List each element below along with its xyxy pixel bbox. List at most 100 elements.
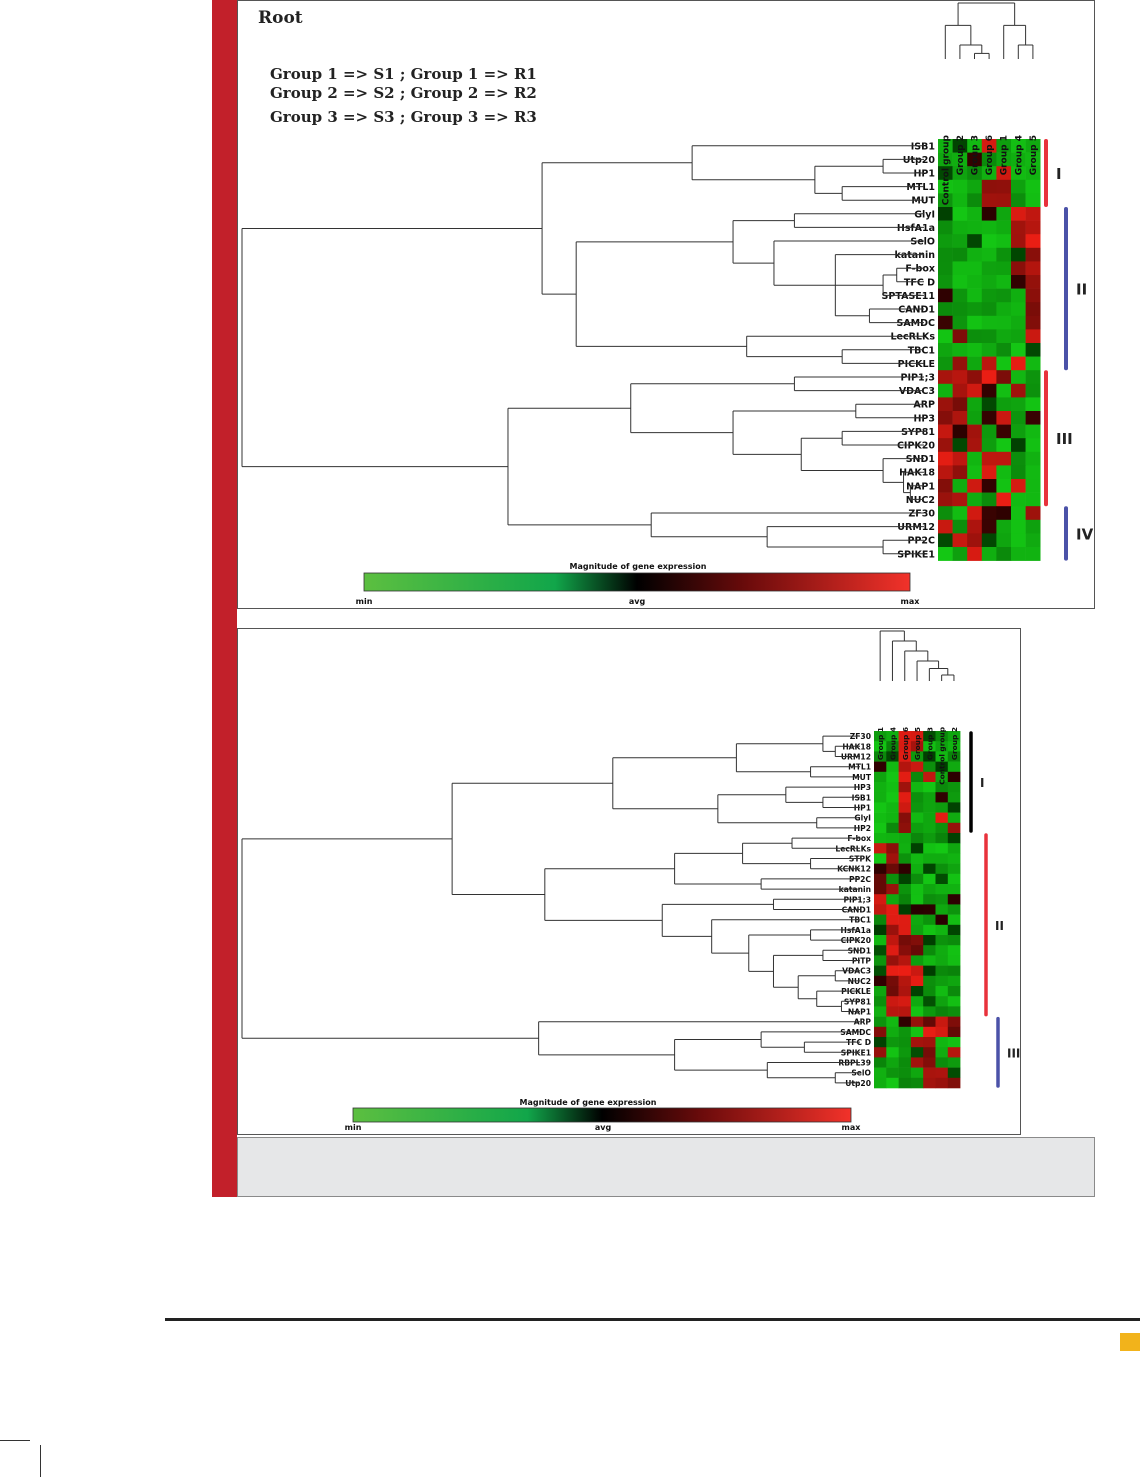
heatmap-cell xyxy=(910,873,924,885)
heatmap-cell xyxy=(886,843,899,854)
gene-label: NAP1 xyxy=(906,481,935,492)
heatmap-cell xyxy=(1011,370,1026,385)
gene-label: NUC2 xyxy=(848,977,871,986)
heatmap-cell xyxy=(886,751,899,762)
heatmap-cell xyxy=(874,873,887,885)
gene-label: NUC2 xyxy=(906,495,935,506)
heatmap-cell xyxy=(935,771,949,783)
heatmap-cell xyxy=(996,533,1012,548)
heatmap-cell xyxy=(952,411,968,425)
heatmap-cell xyxy=(1025,234,1041,249)
heatmap-cell xyxy=(947,802,961,813)
heatmap-cell xyxy=(923,761,936,773)
heatmap-cell xyxy=(967,519,983,534)
column-label: Group 4 xyxy=(888,727,897,760)
heatmap-cell xyxy=(874,833,887,844)
cluster-label: III xyxy=(1056,430,1073,448)
heatmap-cell xyxy=(967,247,983,262)
heatmap-cell xyxy=(898,884,912,895)
heatmap-cell xyxy=(923,1037,936,1048)
heatmap-cell xyxy=(935,894,949,905)
heatmap-cell xyxy=(874,843,887,854)
heatmap-cell xyxy=(1025,479,1041,493)
heatmap-cell xyxy=(898,965,912,977)
heatmap-cell xyxy=(947,771,961,783)
gene-label: GlyI xyxy=(914,209,935,220)
heatmap-cell xyxy=(874,782,887,793)
heatmap-cell xyxy=(996,152,1012,167)
heatmap-cell xyxy=(886,853,899,864)
heatmap-cell xyxy=(935,955,949,966)
heatmap-cell xyxy=(981,397,997,412)
gene-label: SND1 xyxy=(906,454,935,465)
heatmap-cell xyxy=(886,731,899,742)
page-tag-marker xyxy=(1120,1333,1140,1351)
heatmap-cell xyxy=(1011,179,1026,194)
heatmap-cell xyxy=(910,792,924,803)
heatmap-cell xyxy=(947,1077,961,1089)
gene-label: LecRLKs xyxy=(890,332,935,343)
heatmap-cell xyxy=(886,884,899,895)
heatmap-cell xyxy=(923,945,936,956)
heatmap-cell xyxy=(923,833,936,844)
heatmap-cell xyxy=(938,288,953,303)
heatmap-cell xyxy=(886,1057,899,1068)
heatmap-cell xyxy=(981,492,997,507)
heatmap-cell xyxy=(923,914,936,926)
heatmap-cell xyxy=(923,863,936,875)
heatmap-cell xyxy=(996,329,1012,344)
heatmap-cell xyxy=(938,166,953,181)
heatmap-cell xyxy=(996,207,1012,221)
heatmap-cell xyxy=(935,1057,949,1068)
heatmap-cell xyxy=(947,1016,961,1028)
heatmap-cell xyxy=(898,761,912,773)
heatmap-cell xyxy=(947,782,961,793)
heatmap-cell xyxy=(938,220,953,235)
heatmap-cell xyxy=(1011,247,1026,262)
heatmap-cell xyxy=(996,343,1012,357)
heatmap-cell xyxy=(923,894,936,905)
heatmap-cell xyxy=(952,220,968,235)
heatmap-cell xyxy=(947,863,961,875)
heatmap-cell xyxy=(923,1047,936,1058)
heatmap-cell xyxy=(952,519,968,534)
heatmap-cell xyxy=(996,519,1012,534)
column-label: Control group xyxy=(938,727,947,785)
heatmap-cell xyxy=(886,802,899,813)
heatmap-cell xyxy=(996,247,1012,262)
heatmap-cell xyxy=(1011,220,1026,235)
heatmap-cell xyxy=(874,1077,887,1089)
heatmap-cell xyxy=(952,152,968,167)
heatmap-cell xyxy=(874,1067,887,1079)
scale-avg-label: avg xyxy=(595,1123,612,1132)
gene-label: GlyI xyxy=(854,814,871,823)
heatmap-cell xyxy=(996,465,1012,480)
heatmap-cell xyxy=(981,383,997,398)
heatmap-cell xyxy=(938,247,953,262)
scale-min-label: min xyxy=(345,1123,362,1132)
heatmap-cell xyxy=(935,873,949,885)
heatmap-cell xyxy=(923,751,936,762)
heatmap-cell xyxy=(938,152,953,167)
heatmap-cell xyxy=(910,924,924,936)
gene-label: MTL1 xyxy=(906,182,935,193)
heatmap-cell xyxy=(874,802,887,813)
heatmap-cell xyxy=(938,329,953,344)
gene-label: ZF30 xyxy=(850,732,871,741)
heatmap-cell xyxy=(910,761,924,773)
cluster-label: III xyxy=(1007,1046,1020,1060)
heatmap-cell xyxy=(898,843,912,854)
heatmap-cell xyxy=(1025,370,1041,385)
heatmap-cell xyxy=(996,397,1012,412)
gene-label: HP2 xyxy=(854,824,871,833)
gene-label: SPIKE1 xyxy=(841,1048,871,1057)
heatmap-cell xyxy=(967,479,983,493)
heatmap-cell xyxy=(923,853,936,864)
heatmap-cell xyxy=(967,411,983,425)
heatmap-cell xyxy=(981,356,997,371)
column-label: Group 3 xyxy=(971,135,981,175)
heatmap-cell xyxy=(996,383,1012,398)
heatmap-cell xyxy=(886,1077,899,1089)
heatmap-cell xyxy=(1025,207,1041,221)
heatmap-cell xyxy=(910,884,924,895)
